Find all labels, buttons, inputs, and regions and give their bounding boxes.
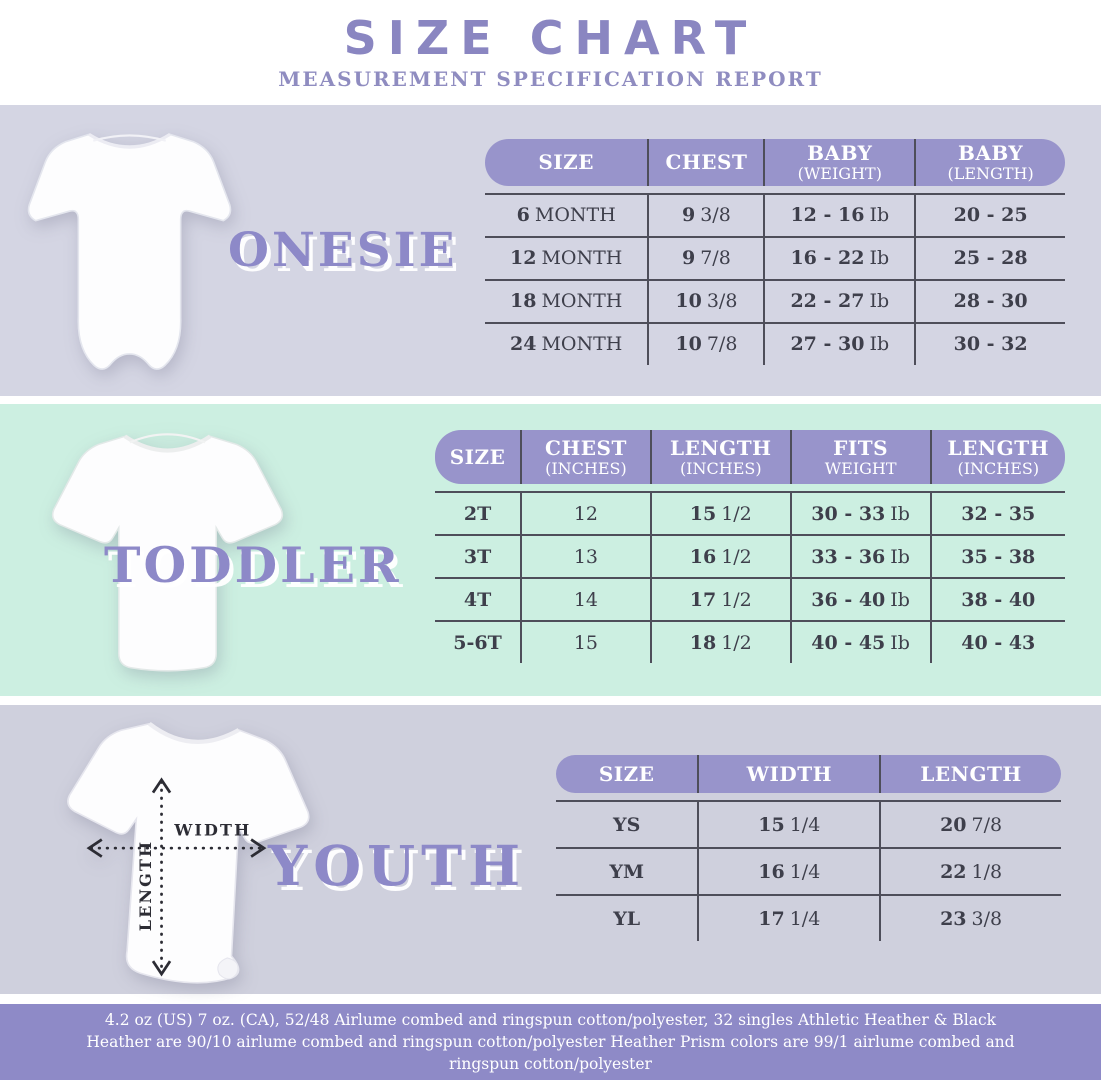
table-cell: 2T — [463, 502, 492, 525]
section-onesie: ONESIE SIZE CHEST BABY (WEIGHT) BABY (LENGTH)… — [0, 105, 1101, 396]
table-cell: 23 3/8 — [879, 896, 1061, 941]
table-cell: 35 - 38 — [929, 536, 1065, 577]
table-cell: 12 — [520, 493, 650, 534]
table-cell: 30 - 33 Ib — [789, 493, 930, 534]
section-toddler: TODDLER SIZE CHEST (INCHES) LENGTH (INCHES) F… — [0, 404, 1101, 696]
table-cell: 25 - 28 — [914, 237, 1065, 279]
table-row: YS 15 1/4 20 7/8 — [556, 800, 1061, 847]
table-cell: 5-6T — [453, 631, 502, 654]
fabric-info-footer: 4.2 oz (US) 7 oz. (CA), 52/48 Airlume co… — [0, 1004, 1101, 1080]
table-cell: 17 1/2 — [649, 579, 790, 620]
table-cell: 12 - 16 Ib — [763, 194, 914, 236]
table-cell: 22 1/8 — [879, 849, 1061, 894]
table-cell: 16 - 22 Ib — [763, 237, 914, 279]
table-row: YM 16 1/4 22 1/8 — [556, 847, 1061, 894]
table-row: 6 MONTH 9 3/8 12 - 16 Ib 20 - 25 — [485, 192, 1065, 236]
table-cell: 10 3/8 — [647, 280, 763, 322]
table-cell: 17 1/4 — [697, 896, 879, 941]
table-cell: 14 — [520, 579, 650, 620]
toddler-label: TODDLER — [104, 536, 402, 594]
toddler-shirt-image — [15, 414, 320, 688]
table-row: 18 MONTH 10 3/8 22 - 27 Ib 28 - 30 — [485, 278, 1065, 322]
onesie-size-table: SIZE CHEST BABY (WEIGHT) BABY (LENGTH) 6 MONTH 9… — [485, 139, 1065, 365]
table-cell: YM — [609, 860, 644, 883]
page-subtitle: MEASUREMENT SPECIFICATION REPORT — [278, 66, 823, 91]
table-cell: 16 1/2 — [649, 536, 790, 577]
table-header-row: SIZE WIDTH LENGTH — [556, 755, 1061, 793]
youth-shirt-image: WIDTH LENGTH — [25, 707, 345, 1006]
column-header: LENGTH (INCHES) — [929, 430, 1065, 484]
table-cell: 15 1/4 — [697, 802, 879, 847]
toddler-size-table: SIZE CHEST (INCHES) LENGTH (INCHES) FITS WEIGH… — [435, 430, 1065, 663]
table-cell: YL — [613, 907, 641, 930]
table-header-row: SIZE CHEST BABY (WEIGHT) BABY (LENGTH) — [485, 139, 1065, 186]
column-header: SIZE — [538, 150, 595, 175]
table-cell: 6 MONTH — [516, 204, 616, 227]
length-arrow-label: LENGTH — [136, 840, 155, 932]
youth-label: YOUTH — [268, 833, 527, 898]
column-header: CHEST — [647, 139, 763, 186]
table-cell: YS — [613, 813, 641, 836]
table-cell: 32 - 35 — [929, 493, 1065, 534]
table-cell: 27 - 30 Ib — [763, 323, 914, 365]
table-cell: 13 — [520, 536, 650, 577]
column-header: FITS WEIGHT — [789, 430, 930, 484]
onesie-image — [22, 113, 237, 392]
table-row: 24 MONTH 10 7/8 27 - 30 Ib 30 - 32 — [485, 321, 1065, 365]
table-cell: 18 1/2 — [649, 622, 790, 663]
column-header: LENGTH (INCHES) — [649, 430, 790, 484]
table-cell: 9 7/8 — [647, 237, 763, 279]
table-cell: 24 MONTH — [510, 333, 623, 356]
section-youth: WIDTH LENGTH YOUTH SIZE WIDTH LENGTH YS 15 1/… — [0, 705, 1101, 994]
report-header: SIZE CHART MEASUREMENT SPECIFICATION REP… — [0, 0, 1101, 105]
table-cell: 40 - 43 — [929, 622, 1065, 663]
fabric-info-text: 4.2 oz (US) 7 oz. (CA), 52/48 Airlume co… — [86, 1011, 1015, 1073]
table-row: 5-6T 15 18 1/2 40 - 45 Ib 40 - 43 — [435, 620, 1065, 663]
table-cell: 15 — [520, 622, 650, 663]
column-header: BABY (LENGTH) — [914, 139, 1065, 186]
table-cell: 4T — [463, 588, 492, 611]
table-cell: 36 - 40 Ib — [789, 579, 930, 620]
table-cell: 22 - 27 Ib — [763, 280, 914, 322]
table-cell: 40 - 45 Ib — [789, 622, 930, 663]
width-arrow-label: WIDTH — [173, 820, 251, 839]
page-title: SIZE CHART — [343, 11, 758, 66]
table-row: 12 MONTH 9 7/8 16 - 22 Ib 25 - 28 — [485, 235, 1065, 279]
table-row: 3T 13 16 1/2 33 - 36 Ib 35 - 38 — [435, 534, 1065, 577]
table-cell: 12 MONTH — [510, 247, 623, 270]
column-header: WIDTH — [697, 755, 879, 793]
column-header: SIZE — [449, 445, 506, 469]
table-cell: 20 7/8 — [879, 802, 1061, 847]
table-cell: 20 - 25 — [914, 194, 1065, 236]
table-cell: 9 3/8 — [647, 194, 763, 236]
table-row: 2T 12 15 1/2 30 - 33 Ib 32 - 35 — [435, 491, 1065, 534]
table-cell: 16 1/4 — [697, 849, 879, 894]
measurement-diagram: WIDTH LENGTH — [86, 777, 267, 977]
table-cell: 18 MONTH — [510, 290, 623, 313]
column-header: CHEST (INCHES) — [520, 430, 650, 484]
table-header-row: SIZE CHEST (INCHES) LENGTH (INCHES) FITS WEIGH… — [435, 430, 1065, 484]
column-header: SIZE — [598, 762, 655, 786]
column-header: BABY (WEIGHT) — [763, 139, 914, 186]
table-cell: 15 1/2 — [649, 493, 790, 534]
column-header: LENGTH — [879, 755, 1061, 793]
onesie-label: ONESIE — [228, 223, 458, 278]
table-row: YL 17 1/4 23 3/8 — [556, 894, 1061, 941]
table-cell: 28 - 30 — [914, 280, 1065, 322]
table-row: 4T 14 17 1/2 36 - 40 Ib 38 - 40 — [435, 577, 1065, 620]
table-cell: 30 - 32 — [914, 323, 1065, 365]
table-cell: 3T — [463, 545, 492, 568]
table-cell: 10 7/8 — [647, 323, 763, 365]
table-cell: 33 - 36 Ib — [789, 536, 930, 577]
table-cell: 38 - 40 — [929, 579, 1065, 620]
youth-size-table: SIZE WIDTH LENGTH YS 15 1/4 20 7/8 YM 16 1/4 22 1/8 Y… — [556, 755, 1061, 941]
